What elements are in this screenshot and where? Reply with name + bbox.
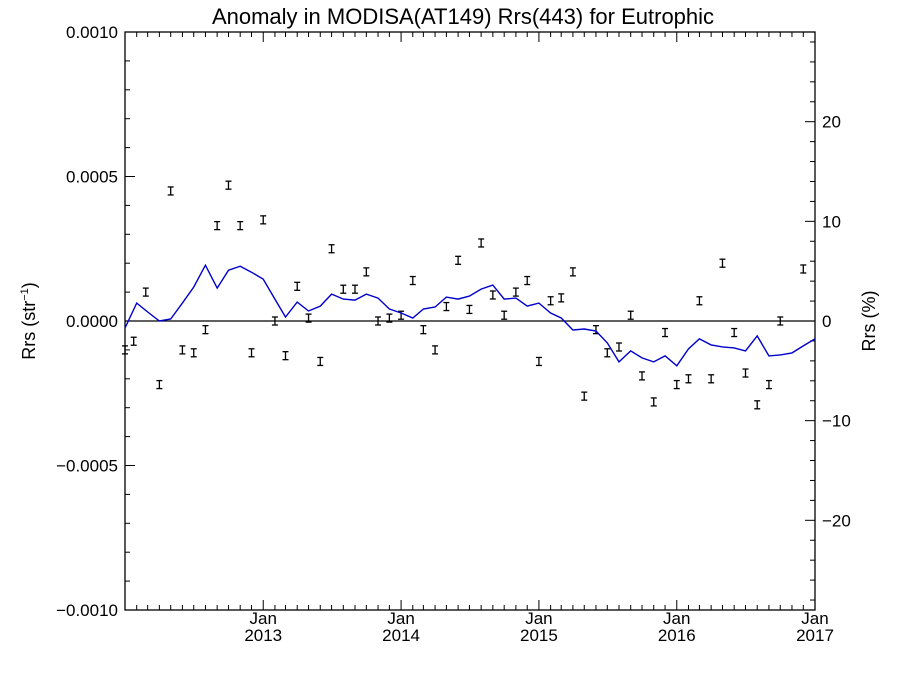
left-y-tick-label: 0.0000 xyxy=(66,312,118,331)
right-y-tick-label: 20 xyxy=(822,113,841,132)
x-tick-month: Jan xyxy=(663,609,690,628)
data-point-errorbar xyxy=(352,284,358,294)
data-point-errorbar xyxy=(305,313,312,323)
data-point-errorbar xyxy=(650,397,657,407)
anomaly-percent-line xyxy=(124,263,816,367)
data-point-errorbar xyxy=(237,220,244,231)
data-point-errorbar xyxy=(696,296,703,306)
data-point-errorbar xyxy=(271,316,278,326)
x-tick-year: 2016 xyxy=(658,626,696,645)
data-point-errorbar xyxy=(478,238,485,248)
data-point-errorbar xyxy=(432,345,439,355)
data-point-errorbar xyxy=(202,325,209,335)
left-y-tick-label: 0.0005 xyxy=(66,168,118,187)
data-point-errorbar xyxy=(122,345,128,355)
x-tick-month: Jan xyxy=(250,609,277,628)
right-y-tick-label: −10 xyxy=(822,412,851,431)
data-point-errorbar xyxy=(777,316,784,326)
data-point-errorbar xyxy=(443,301,450,312)
data-point-errorbar xyxy=(524,275,531,286)
left-y-axis-label-exponent: −1 xyxy=(19,288,31,301)
data-point-errorbar xyxy=(190,348,197,358)
data-point-errorbar xyxy=(142,287,149,297)
data-point-errorbar xyxy=(363,267,370,277)
data-point-errorbar xyxy=(501,310,508,320)
x-tick-year: 2013 xyxy=(244,626,282,645)
left-y-axis-label-close: ) xyxy=(19,282,39,288)
right-y-axis-label: Rrs (%) xyxy=(859,291,879,352)
data-point-errorbar xyxy=(639,371,646,381)
data-point-errorbar xyxy=(248,348,255,358)
left-y-axis-label-text: Rrs (str xyxy=(19,301,39,360)
data-point-errorbar xyxy=(420,325,427,335)
data-point-errorbar xyxy=(214,220,221,231)
data-point-errorbar xyxy=(455,255,462,265)
data-point-errorbar xyxy=(317,356,324,367)
chart-title: Anomaly in MODISA(AT149) Rrs(443) for Eu… xyxy=(212,4,714,29)
right-y-tick-label: −20 xyxy=(822,511,851,530)
data-point-errorbar xyxy=(742,368,749,378)
x-tick-month: Jan xyxy=(387,609,414,628)
x-tick-year: 2014 xyxy=(382,626,420,645)
data-point-errorbar xyxy=(558,293,565,303)
data-point-errorbar xyxy=(130,336,137,346)
data-point-errorbar xyxy=(731,327,738,338)
data-point-errorbar xyxy=(569,267,576,277)
left-y-tick-label: 0.0010 xyxy=(66,23,118,42)
data-point-errorbar xyxy=(466,304,473,315)
data-point-errorbar xyxy=(375,316,382,326)
data-point-errorbar xyxy=(156,379,163,390)
data-point-errorbar xyxy=(662,327,669,338)
data-point-errorbar xyxy=(685,374,692,384)
left-y-tick-label: −0.0010 xyxy=(56,601,118,620)
data-point-errorbar xyxy=(409,275,416,286)
data-point-errorbar xyxy=(294,281,301,291)
data-point-errorbar xyxy=(328,244,335,254)
data-point-errorbar xyxy=(386,313,393,323)
right-y-tick-label: 10 xyxy=(822,212,841,231)
data-point-errorbar xyxy=(512,287,519,297)
left-y-axis-label: Rrs (str−1) xyxy=(19,282,39,360)
data-point-errorbar xyxy=(673,379,680,390)
data-point-errorbar xyxy=(604,348,611,358)
data-point-errorbar xyxy=(765,379,772,390)
data-point-errorbar xyxy=(719,258,726,268)
data-point-errorbar xyxy=(547,296,554,306)
left-y-tick-label: −0.0005 xyxy=(56,457,118,476)
x-tick-year: 2015 xyxy=(520,626,558,645)
data-point-errorbar xyxy=(282,351,289,361)
data-point-errorbar xyxy=(581,391,588,401)
data-points xyxy=(122,180,807,410)
data-point-errorbar xyxy=(800,264,807,274)
data-point-errorbar xyxy=(615,342,622,352)
data-point-errorbar xyxy=(225,180,232,190)
x-tick-month: Jan xyxy=(801,609,828,628)
data-point-errorbar xyxy=(179,345,186,355)
data-point-errorbar xyxy=(340,284,347,294)
data-point-errorbar xyxy=(708,374,715,384)
data-point-errorbar xyxy=(754,400,761,410)
data-point-errorbar xyxy=(627,310,634,320)
data-point-errorbar xyxy=(260,215,267,225)
right-y-axis: 20 10 0 −10 −20 xyxy=(805,41,851,601)
data-point-errorbar xyxy=(167,186,174,196)
left-y-axis: 0.0010 0.0005 0.0000 −0.0005 −0.0010 xyxy=(56,23,135,620)
data-point-errorbar xyxy=(535,356,542,367)
data-point-errorbar xyxy=(489,290,496,300)
x-tick-year: 2017 xyxy=(796,626,834,645)
x-tick-month: Jan xyxy=(525,609,552,628)
right-y-tick-label: 0 xyxy=(822,312,831,331)
